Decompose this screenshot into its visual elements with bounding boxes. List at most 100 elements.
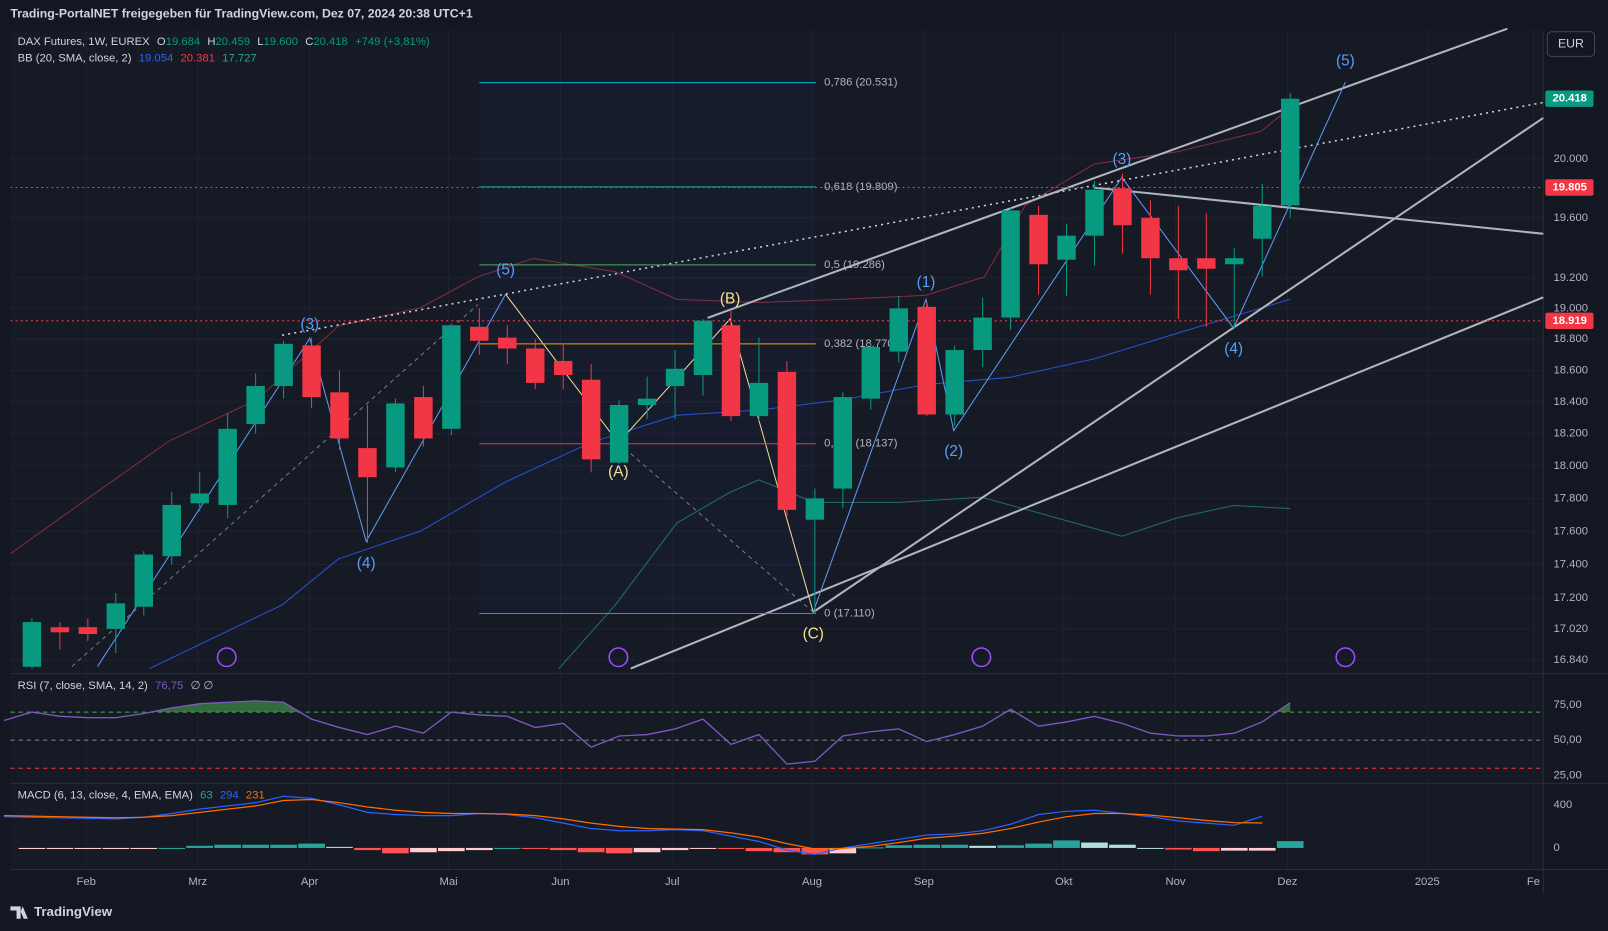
share-title: Trading-PortalNET freigegeben für Tradin… [10,7,472,21]
bb-legend: BB (20, SMA, close, 2) 19.054 20.381 17.… [18,52,257,64]
candle-body [1057,235,1076,260]
wave-label: (B) [720,290,740,307]
x-tick-label: Fe [1527,876,1540,888]
price-tag [1545,179,1594,196]
wave-label: (5) [1336,53,1355,70]
x-tick-label: Okt [1055,876,1073,888]
histogram-bar [745,847,773,852]
histogram-bar [577,847,605,853]
y-tick-label: 18.400 [1554,396,1588,408]
y-tick-label: 17.200 [1554,592,1588,604]
candle-body [1253,205,1272,239]
fib-label: 0,382 (18.770) [824,338,898,350]
histogram-bar [46,847,74,850]
histogram-bar [130,847,158,850]
wave-label: (3) [300,316,319,333]
candle-body [218,428,237,505]
y-tick-label: 18.600 [1554,364,1588,376]
candle-body [330,392,349,439]
wave-label: (C) [803,626,824,643]
histogram-bar [829,847,857,854]
macd-legend: MACD (6, 13, close, 4, EMA, EMA) 63 294 … [18,790,265,802]
trendline [1094,186,1544,235]
histogram-bar [689,847,717,849]
bb-title: BB (20, SMA, close, 2) [18,52,132,64]
histogram-bar [465,847,493,851]
grid [10,30,1544,870]
x-tick-label: Nov [1166,876,1186,888]
histogram-bar [801,847,829,855]
macd-value: 294 [220,790,239,802]
candle-body [637,398,657,405]
x-tick-label: Aug [802,876,822,888]
event-icon[interactable] [1335,647,1356,668]
o-label: O [157,36,166,48]
histogram-bar [941,844,968,848]
y-tick-label: 16.840 [1554,654,1588,666]
wave-label: (2) [944,443,963,460]
histogram-bar [1025,843,1052,848]
rsi-extra: ∅ ∅ [190,680,213,692]
price-tag [1545,90,1594,107]
candle-body [609,404,629,463]
dotted-trendline [281,101,1544,337]
event-icon[interactable] [216,647,237,668]
y-tick-label: 18.200 [1554,428,1588,440]
histogram-bar [298,843,325,848]
fib-zone [479,82,816,614]
candle-body [134,554,154,607]
y-tick-label: 17.600 [1554,525,1588,537]
histogram-bar [1081,842,1108,848]
currency[interactable]: EUR [1558,36,1584,50]
histogram-bar [1137,847,1164,849]
y-tick-label: 18.800 [1554,333,1588,345]
y-tick-label: 17.400 [1554,559,1588,571]
h-label: H [207,36,215,48]
candle-body [302,345,321,398]
histogram-bar [549,847,577,851]
price-tag [1545,312,1594,330]
trendline [812,117,1544,613]
histogram-bar [1165,847,1192,850]
logo [10,906,28,919]
histogram-bar [242,844,269,848]
histogram-bar [18,847,46,850]
candle-body [1169,258,1188,271]
histogram-bar [605,847,633,854]
bb-lower: 17.727 [222,52,256,64]
trendline [707,27,1508,319]
candle-body [1113,188,1132,226]
y-tick-label: 75,00 [1554,699,1582,711]
y-tick-label: 17.800 [1554,492,1588,504]
fib-label: 0,786 (20.531) [824,77,898,89]
dashed-line [618,442,814,613]
x-tick-label: Sep [914,876,934,888]
y-tick-label: 19.200 [1554,272,1588,284]
histogram-bar [214,844,241,848]
histogram-bar [969,845,996,848]
histogram-bar [633,847,661,853]
candle-body [945,350,964,415]
candle-body [358,448,377,478]
y-tick-label: 19.000 [1554,302,1588,314]
candle-body [833,397,853,489]
wave-label: (4) [1224,341,1243,358]
legend: DAX Futures, 1W, EUREX O19.684 H20.459 L… [18,36,430,48]
macd-line [3,795,1263,856]
candle-body [581,379,601,460]
candle-body [22,622,42,667]
event-icon[interactable] [608,647,629,668]
l-label: L [257,36,263,48]
x-tick-label: Jul [665,876,679,888]
x-tick-label: 2025 [1415,876,1440,888]
x-tick-label: Jun [551,876,569,888]
bb-basis: 19.054 [139,52,173,64]
rsi-title: RSI (7, close, SMA, 14, 2) [18,680,148,692]
histogram-bar [913,844,941,848]
event-icon[interactable] [971,647,992,668]
histogram-bar [410,847,437,853]
candle-body [526,348,545,383]
histogram-bar [1192,847,1220,852]
currency-button[interactable] [1546,31,1596,57]
drawings [10,27,1544,670]
